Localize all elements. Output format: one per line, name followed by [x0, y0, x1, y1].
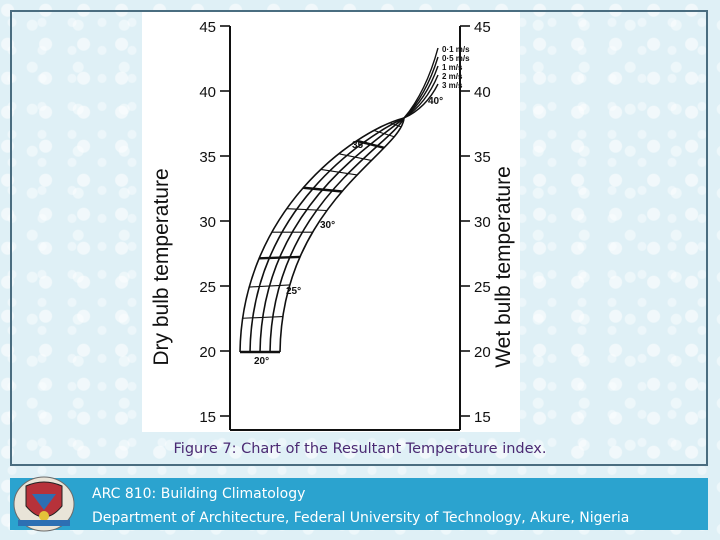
footer-department: Department of Architecture, Federal Univ…: [92, 510, 630, 526]
right-tick-label: 20: [474, 344, 491, 361]
resultant-temperature-line: [373, 129, 395, 138]
right-tick-label: 25: [474, 279, 491, 296]
resultant-temperature-label: 25°: [286, 286, 301, 297]
figure-caption: Figure 7: Chart of the Resultant Tempera…: [173, 441, 547, 457]
university-logo-icon: [13, 476, 75, 532]
slide-frame: [10, 10, 708, 466]
resultant-temperature-line: [338, 153, 372, 161]
right-tick-label: 35: [474, 149, 491, 166]
resultant-temperature-line: [303, 186, 343, 193]
resultant-temperature-line: [286, 208, 327, 212]
footer-course: ARC 810: Building Climatology: [92, 486, 306, 502]
left-tick-label: 45: [199, 19, 216, 36]
wind-speed-label: 0·5 m/s: [442, 54, 470, 63]
resultant-temperature-line: [259, 255, 300, 260]
resultant-temperature-label: 30°: [320, 220, 335, 231]
footer-bar: [10, 478, 708, 530]
resultant-temperature-chart: 15 20 25 30 35 40 45 15 20 25 30 35 40 45 0·1 m/s 0·5 …: [142, 12, 520, 432]
wind-speed-fan-line: [403, 83, 439, 119]
resultant-temperature-label: 35°: [352, 140, 367, 151]
right-tick-label: 45: [474, 19, 491, 36]
wind-speed-curve: [279, 117, 405, 353]
wind-speed-label: 1 m/s: [442, 63, 463, 72]
right-tick-label: 15: [474, 409, 491, 426]
wind-speed-label: 3 m/s: [442, 81, 463, 90]
chart-svg: 15 20 25 30 35 40 45 15 20 25 30 35 40 45 0·1 m/s0·5 …: [150, 19, 515, 431]
resultant-temperature-line: [389, 122, 402, 128]
resultant-temperature-line: [356, 139, 385, 149]
resultant-temperature-label: 20°: [254, 356, 269, 367]
left-tick-label: 35: [199, 149, 216, 166]
left-tick-label: 20: [199, 344, 216, 361]
wind-speed-label: 0·1 m/s: [442, 45, 470, 54]
left-tick-label: 30: [199, 214, 216, 231]
resultant-temperature-line: [249, 284, 290, 288]
wind-speed-label: 2 m/s: [442, 72, 463, 81]
left-tick-label: 40: [199, 84, 216, 101]
left-tick-label: 25: [199, 279, 216, 296]
right-tick-label: 30: [474, 214, 491, 231]
right-axis-label: Wet bulb temperature: [492, 166, 515, 368]
right-tick-label: 40: [474, 84, 491, 101]
left-tick-label: 15: [199, 409, 216, 426]
resultant-temperature-line: [320, 168, 358, 176]
resultant-temperature-label: 40°: [428, 96, 443, 107]
resultant-temperature-line: [242, 315, 283, 319]
left-axis-label: Dry bulb temperature: [150, 168, 173, 365]
